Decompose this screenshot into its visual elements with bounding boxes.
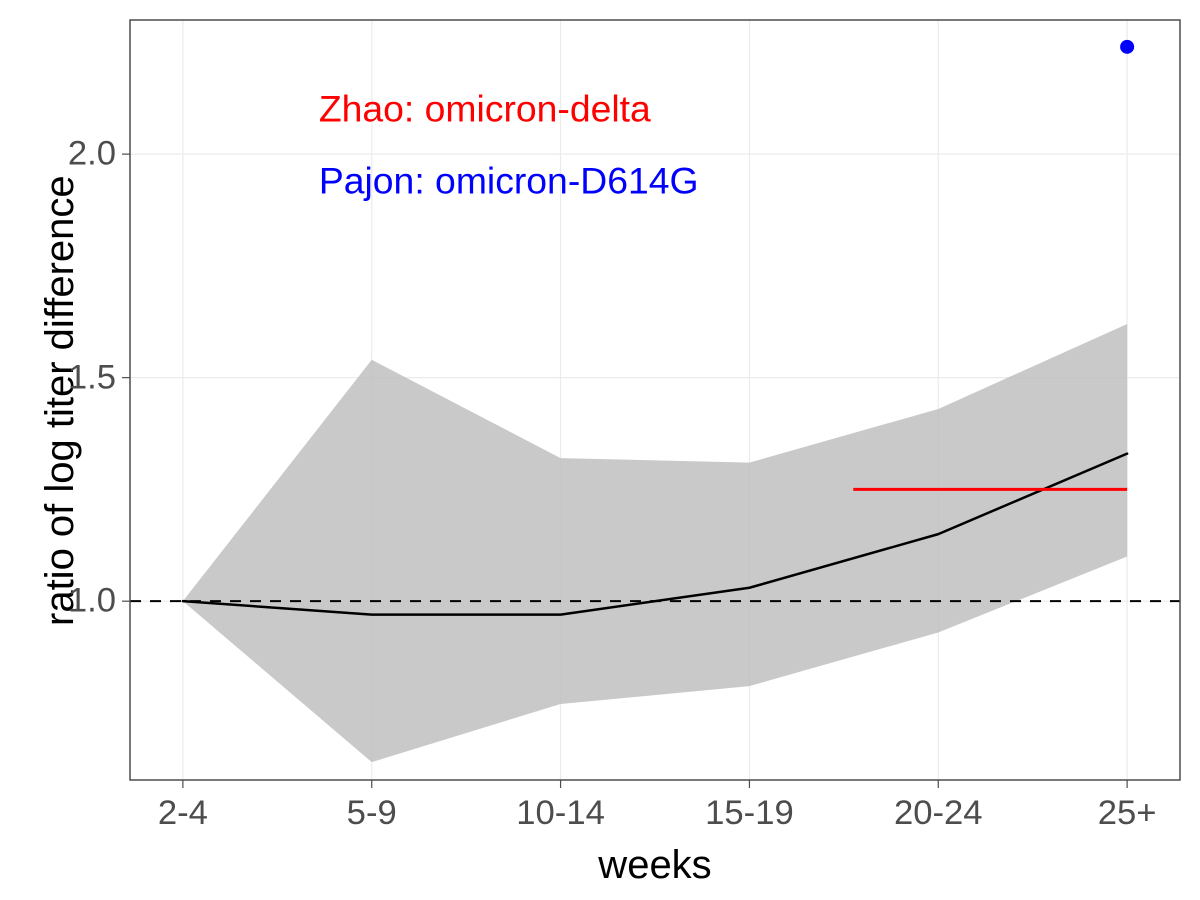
x-axis-title: weeks [598, 843, 711, 888]
x-tick-label: 10-14 [516, 794, 605, 833]
x-tick-label: 2-4 [158, 794, 208, 833]
legend-zhao: Zhao: omicron-delta [319, 88, 651, 131]
y-tick-label: 2.0 [68, 135, 116, 174]
y-tick-label: 1.0 [68, 582, 116, 621]
x-tick-label: 5-9 [347, 794, 397, 833]
figure: ratio of log titer difference weeks 2-4 5… [0, 0, 1200, 900]
pajon-point [1120, 40, 1134, 54]
legend-pajon: Pajon: omicron-D614G [319, 159, 699, 202]
x-tick-label: 25+ [1098, 794, 1157, 833]
plot-svg [0, 0, 1200, 900]
y-tick-label: 1.5 [68, 358, 116, 397]
y-axis-title: ratio of log titer difference [38, 175, 83, 626]
x-tick-label: 20-24 [894, 794, 983, 833]
x-tick-label: 15-19 [705, 794, 794, 833]
